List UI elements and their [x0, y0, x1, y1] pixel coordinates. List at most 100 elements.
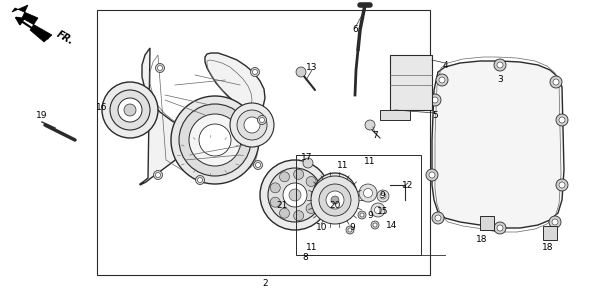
- Circle shape: [550, 76, 562, 88]
- Text: 3: 3: [497, 76, 503, 85]
- Circle shape: [306, 203, 316, 213]
- Circle shape: [432, 212, 444, 224]
- Circle shape: [237, 110, 267, 140]
- Bar: [97, 10, 430, 275]
- Text: 20: 20: [329, 200, 340, 209]
- Text: 15: 15: [377, 207, 389, 216]
- Text: 18: 18: [542, 244, 554, 253]
- Circle shape: [553, 79, 559, 85]
- Circle shape: [360, 213, 364, 217]
- Circle shape: [283, 183, 307, 207]
- Text: 11: 11: [364, 157, 376, 166]
- Circle shape: [339, 201, 346, 208]
- Circle shape: [311, 176, 359, 224]
- Bar: [480, 216, 494, 230]
- Circle shape: [331, 196, 339, 204]
- Polygon shape: [432, 61, 564, 228]
- Circle shape: [156, 64, 165, 73]
- Circle shape: [343, 191, 350, 198]
- Polygon shape: [140, 48, 265, 185]
- Circle shape: [549, 216, 561, 228]
- Circle shape: [270, 197, 280, 207]
- Circle shape: [556, 114, 568, 126]
- Text: 13: 13: [306, 64, 318, 73]
- Text: 4: 4: [442, 61, 448, 70]
- Circle shape: [189, 114, 241, 166]
- Circle shape: [280, 208, 290, 218]
- Text: 9: 9: [367, 210, 373, 219]
- Circle shape: [559, 117, 565, 123]
- Text: 11: 11: [306, 244, 318, 253]
- Circle shape: [254, 160, 263, 169]
- Circle shape: [559, 182, 565, 188]
- Circle shape: [294, 211, 304, 221]
- Circle shape: [124, 104, 136, 116]
- Circle shape: [195, 175, 205, 185]
- Circle shape: [429, 172, 435, 178]
- Bar: [380, 110, 410, 120]
- Bar: [543, 226, 557, 240]
- Circle shape: [359, 184, 377, 202]
- Circle shape: [296, 67, 306, 77]
- Circle shape: [556, 179, 568, 191]
- Text: 7: 7: [372, 131, 378, 139]
- Circle shape: [363, 188, 372, 197]
- Text: 8: 8: [302, 253, 308, 262]
- Circle shape: [321, 186, 327, 193]
- Text: 19: 19: [36, 110, 48, 119]
- Circle shape: [494, 222, 506, 234]
- Circle shape: [280, 172, 290, 182]
- Circle shape: [255, 163, 261, 167]
- Text: 16: 16: [96, 104, 108, 113]
- Polygon shape: [12, 5, 52, 42]
- Circle shape: [311, 190, 321, 200]
- Circle shape: [439, 77, 445, 83]
- Circle shape: [435, 215, 441, 221]
- Text: 17: 17: [301, 154, 313, 163]
- Circle shape: [313, 173, 357, 217]
- Circle shape: [497, 225, 503, 231]
- Circle shape: [329, 180, 336, 187]
- Circle shape: [321, 197, 327, 204]
- Circle shape: [260, 117, 264, 123]
- Text: 12: 12: [402, 181, 414, 190]
- Circle shape: [230, 103, 274, 147]
- Text: 9: 9: [349, 224, 355, 232]
- Circle shape: [380, 193, 386, 199]
- Circle shape: [260, 160, 330, 230]
- Circle shape: [268, 168, 322, 222]
- Circle shape: [303, 158, 313, 168]
- Circle shape: [102, 82, 158, 138]
- Circle shape: [429, 94, 441, 106]
- Circle shape: [339, 182, 346, 189]
- Text: 6: 6: [352, 26, 358, 35]
- Circle shape: [158, 66, 162, 70]
- Circle shape: [432, 97, 438, 103]
- Circle shape: [365, 120, 375, 130]
- Circle shape: [110, 90, 150, 130]
- Circle shape: [426, 169, 438, 181]
- Circle shape: [329, 203, 336, 210]
- Circle shape: [156, 172, 160, 178]
- Bar: [296, 155, 421, 255]
- Text: 21: 21: [276, 200, 288, 209]
- Circle shape: [375, 206, 382, 213]
- Circle shape: [270, 183, 280, 193]
- Circle shape: [294, 169, 304, 179]
- Text: FR.: FR.: [55, 29, 76, 47]
- Circle shape: [179, 104, 251, 176]
- Circle shape: [253, 70, 257, 75]
- Circle shape: [199, 124, 231, 156]
- Circle shape: [371, 221, 379, 229]
- Circle shape: [244, 117, 260, 133]
- Text: 11: 11: [337, 160, 349, 169]
- Circle shape: [436, 74, 448, 86]
- Circle shape: [118, 98, 142, 122]
- Circle shape: [494, 59, 506, 71]
- Circle shape: [326, 191, 344, 209]
- Circle shape: [306, 176, 316, 187]
- Text: 10: 10: [316, 224, 328, 232]
- Circle shape: [377, 190, 389, 202]
- Circle shape: [328, 188, 342, 202]
- Circle shape: [257, 116, 267, 125]
